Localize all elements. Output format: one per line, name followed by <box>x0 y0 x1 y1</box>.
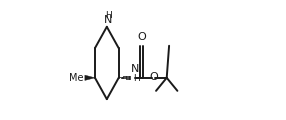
Text: O: O <box>149 72 158 82</box>
Text: N: N <box>131 64 140 74</box>
Text: H: H <box>105 11 112 20</box>
Text: N: N <box>104 15 112 25</box>
Polygon shape <box>85 75 95 80</box>
Text: H: H <box>134 74 140 83</box>
Text: O: O <box>138 32 146 42</box>
Text: Me: Me <box>69 73 84 83</box>
